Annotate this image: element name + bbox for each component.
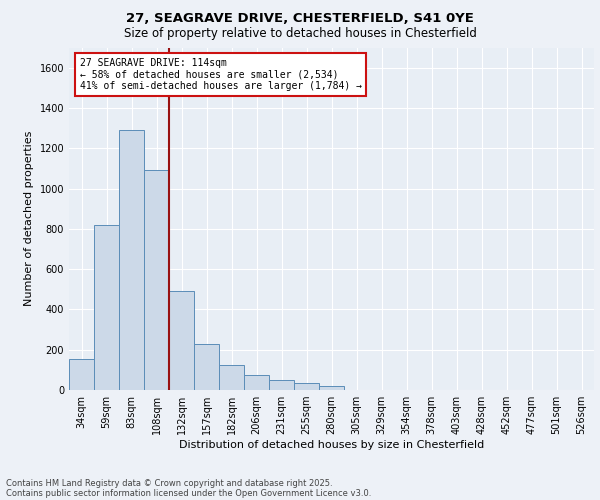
Bar [294, 383, 319, 390]
Text: Contains HM Land Registry data © Crown copyright and database right 2025.: Contains HM Land Registry data © Crown c… [6, 478, 332, 488]
Bar [169, 292, 194, 390]
Bar [219, 365, 244, 390]
Bar [94, 225, 119, 390]
Bar [319, 386, 344, 390]
Text: Size of property relative to detached houses in Chesterfield: Size of property relative to detached ho… [124, 28, 476, 40]
Text: 27, SEAGRAVE DRIVE, CHESTERFIELD, S41 0YE: 27, SEAGRAVE DRIVE, CHESTERFIELD, S41 0Y… [126, 12, 474, 26]
Text: 27 SEAGRAVE DRIVE: 114sqm
← 58% of detached houses are smaller (2,534)
41% of se: 27 SEAGRAVE DRIVE: 114sqm ← 58% of detac… [79, 58, 361, 91]
Text: Contains public sector information licensed under the Open Government Licence v3: Contains public sector information licen… [6, 488, 371, 498]
Y-axis label: Number of detached properties: Number of detached properties [24, 131, 34, 306]
X-axis label: Distribution of detached houses by size in Chesterfield: Distribution of detached houses by size … [179, 440, 484, 450]
Bar [69, 359, 94, 390]
Bar [119, 130, 144, 390]
Bar [244, 375, 269, 390]
Bar [269, 380, 294, 390]
Bar [144, 170, 169, 390]
Bar [194, 344, 219, 390]
